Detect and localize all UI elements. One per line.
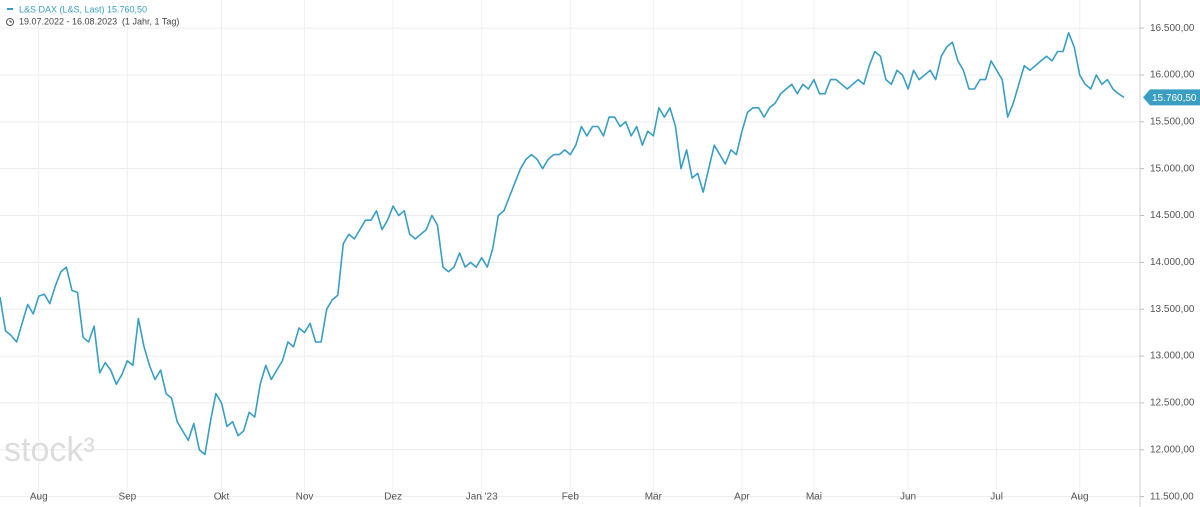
watermark: stock³ [4,431,95,469]
x-tick-label: Jan '23 [466,492,498,503]
y-tick-label: 16.500,00 [1150,23,1195,34]
y-tick-label: 13.000,00 [1150,351,1195,362]
clock-icon [6,18,14,26]
x-tick-label: Okt [214,492,230,503]
y-tick-label: 13.500,00 [1150,304,1195,315]
x-tick-label: Jul [990,492,1003,503]
x-tick-label: Jun [900,492,916,503]
x-tick-label: Mär [645,492,663,503]
y-tick-label: 16.000,00 [1150,70,1195,81]
date-range: 19.07.2022 - 16.08.2023 [19,16,117,26]
y-tick-label: 11.500,00 [1150,491,1194,502]
y-tick-label: 12.000,00 [1150,444,1195,455]
x-tick-label: Feb [562,492,580,503]
y-tick-label: 12.500,00 [1150,398,1195,409]
x-tick-label: Mai [806,492,822,503]
last-value-tag [1143,89,1200,106]
last-value-label: 15.760,50 [1152,93,1197,104]
x-tick-label: Nov [296,492,314,503]
legend-value: 15.760,50 [107,4,147,14]
x-tick-label: Apr [734,492,750,503]
y-tick-label: 15.000,00 [1150,163,1195,174]
x-tick-label: Aug [30,492,48,503]
y-tick-label: 15.500,00 [1150,116,1195,127]
x-tick-label: Aug [1071,492,1089,503]
x-tick-label: Sep [118,492,136,503]
y-tick-label: 14.000,00 [1150,257,1195,268]
x-tick-label: Dez [384,492,402,503]
legend-swatch [7,8,13,10]
period: (1 Jahr, 1 Tag) [122,16,179,26]
legend-name: L&S DAX (L&S, Last) [19,4,105,14]
y-tick-label: 14.500,00 [1150,210,1195,221]
line-series [0,31,1125,456]
clock-hands [9,20,12,23]
